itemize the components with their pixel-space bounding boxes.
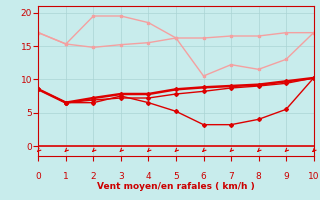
X-axis label: Vent moyen/en rafales ( km/h ): Vent moyen/en rafales ( km/h ) — [97, 182, 255, 191]
